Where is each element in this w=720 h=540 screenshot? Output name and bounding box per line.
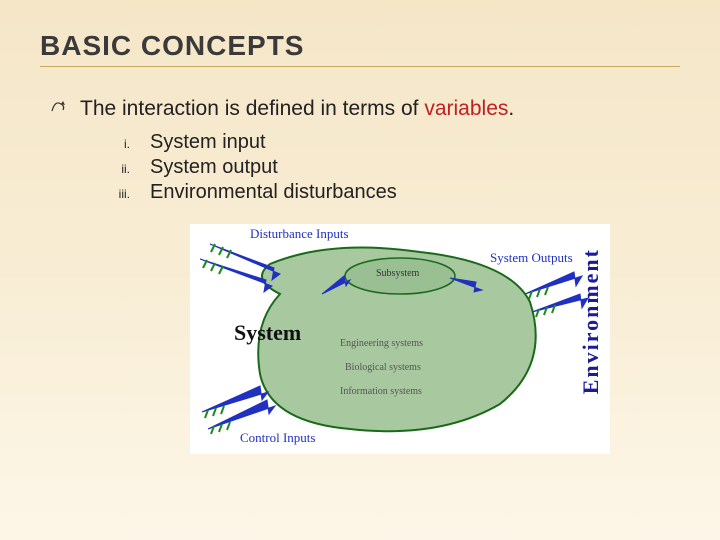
label-biological: Biological systems [345,362,421,373]
label-system: System [234,320,301,346]
label-environment: Environment [578,248,604,394]
slide: BASIC CONCEPTS The interaction is define… [0,0,720,540]
label-outputs: System Outputs [490,250,573,266]
roman-numeral: iii. [110,187,130,201]
label-information: Information systems [340,386,422,397]
label-subsystem: Subsystem [376,268,419,279]
label-engineering: Engineering systems [340,338,423,349]
sublist-item: i. System input [110,131,680,154]
label-disturbance: Disturbance Inputs [250,226,349,242]
sublist-item: ii. System output [110,156,680,179]
label-control: Control Inputs [240,430,315,446]
bullet-text-suffix: . [508,97,514,120]
main-bullet-text: The interaction is defined in terms of v… [80,97,514,121]
sublist-text: System input [150,131,266,154]
roman-numeral: ii. [110,162,130,176]
sublist-text: System output [150,156,278,179]
sublist: i. System input ii. System output iii. E… [110,131,680,204]
sublist-text: Environmental disturbances [150,181,397,204]
bullet-text-prefix: The interaction is defined in terms of [80,97,424,120]
main-bullet-row: The interaction is defined in terms of v… [50,97,680,121]
bullet-text-highlight: variables [424,97,508,120]
body-area: The interaction is defined in terms of v… [50,97,680,454]
bullet-icon [50,97,68,115]
roman-numeral: i. [110,137,130,151]
system-diagram: Disturbance Inputs System Outputs Subsys… [190,224,610,454]
slide-title: BASIC CONCEPTS [40,30,680,67]
sublist-item: iii. Environmental disturbances [110,181,680,204]
